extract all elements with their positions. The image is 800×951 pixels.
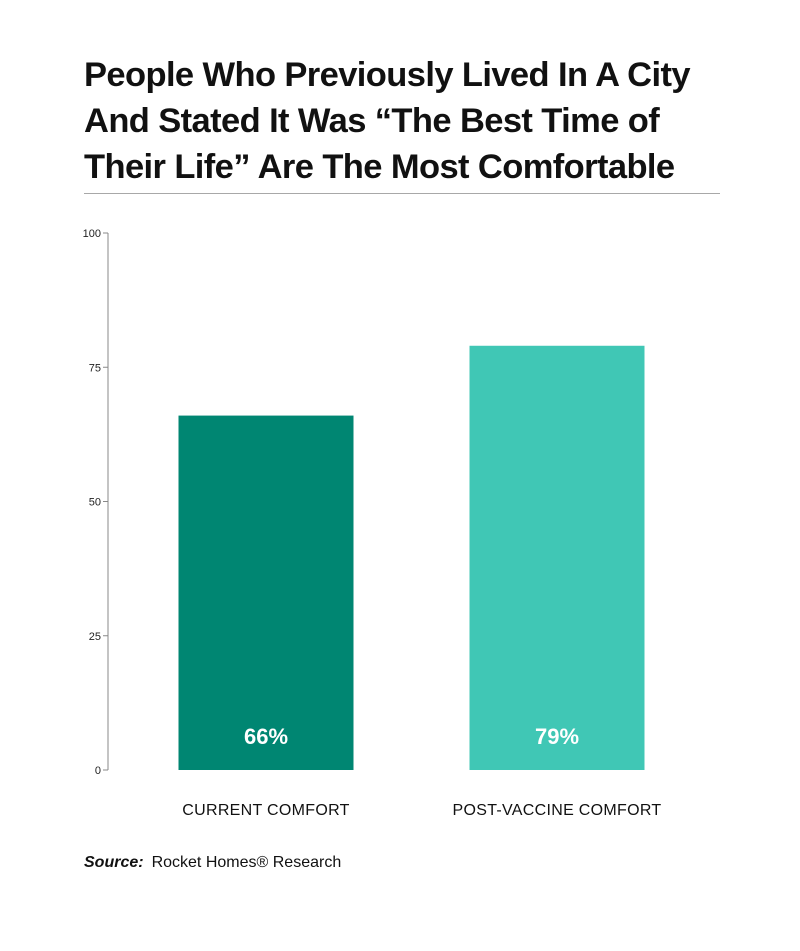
chart-title: People Who Previously Lived In A City An… — [84, 56, 691, 186]
bar-post-vaccine-comfort — [469, 345, 645, 770]
category-label: POST-VACCINE COMFORT — [453, 802, 662, 819]
title-divider — [84, 193, 720, 194]
category-label: CURRENT COMFORT — [182, 802, 349, 819]
y-tick-label: 75 — [89, 362, 101, 374]
bar-value-label: 79% — [535, 724, 579, 749]
y-tick-label: 100 — [83, 228, 101, 240]
source-text: Rocket Homes® Research — [151, 854, 342, 871]
y-tick-label: 25 — [89, 631, 101, 643]
source-label: Source: — [84, 854, 144, 871]
bar-current-comfort — [178, 415, 354, 770]
y-tick-label: 0 — [95, 765, 101, 777]
source-note: Source: Rocket Homes® Research — [84, 854, 341, 872]
y-tick-label: 50 — [89, 497, 101, 509]
bar-value-label: 66% — [244, 724, 288, 749]
